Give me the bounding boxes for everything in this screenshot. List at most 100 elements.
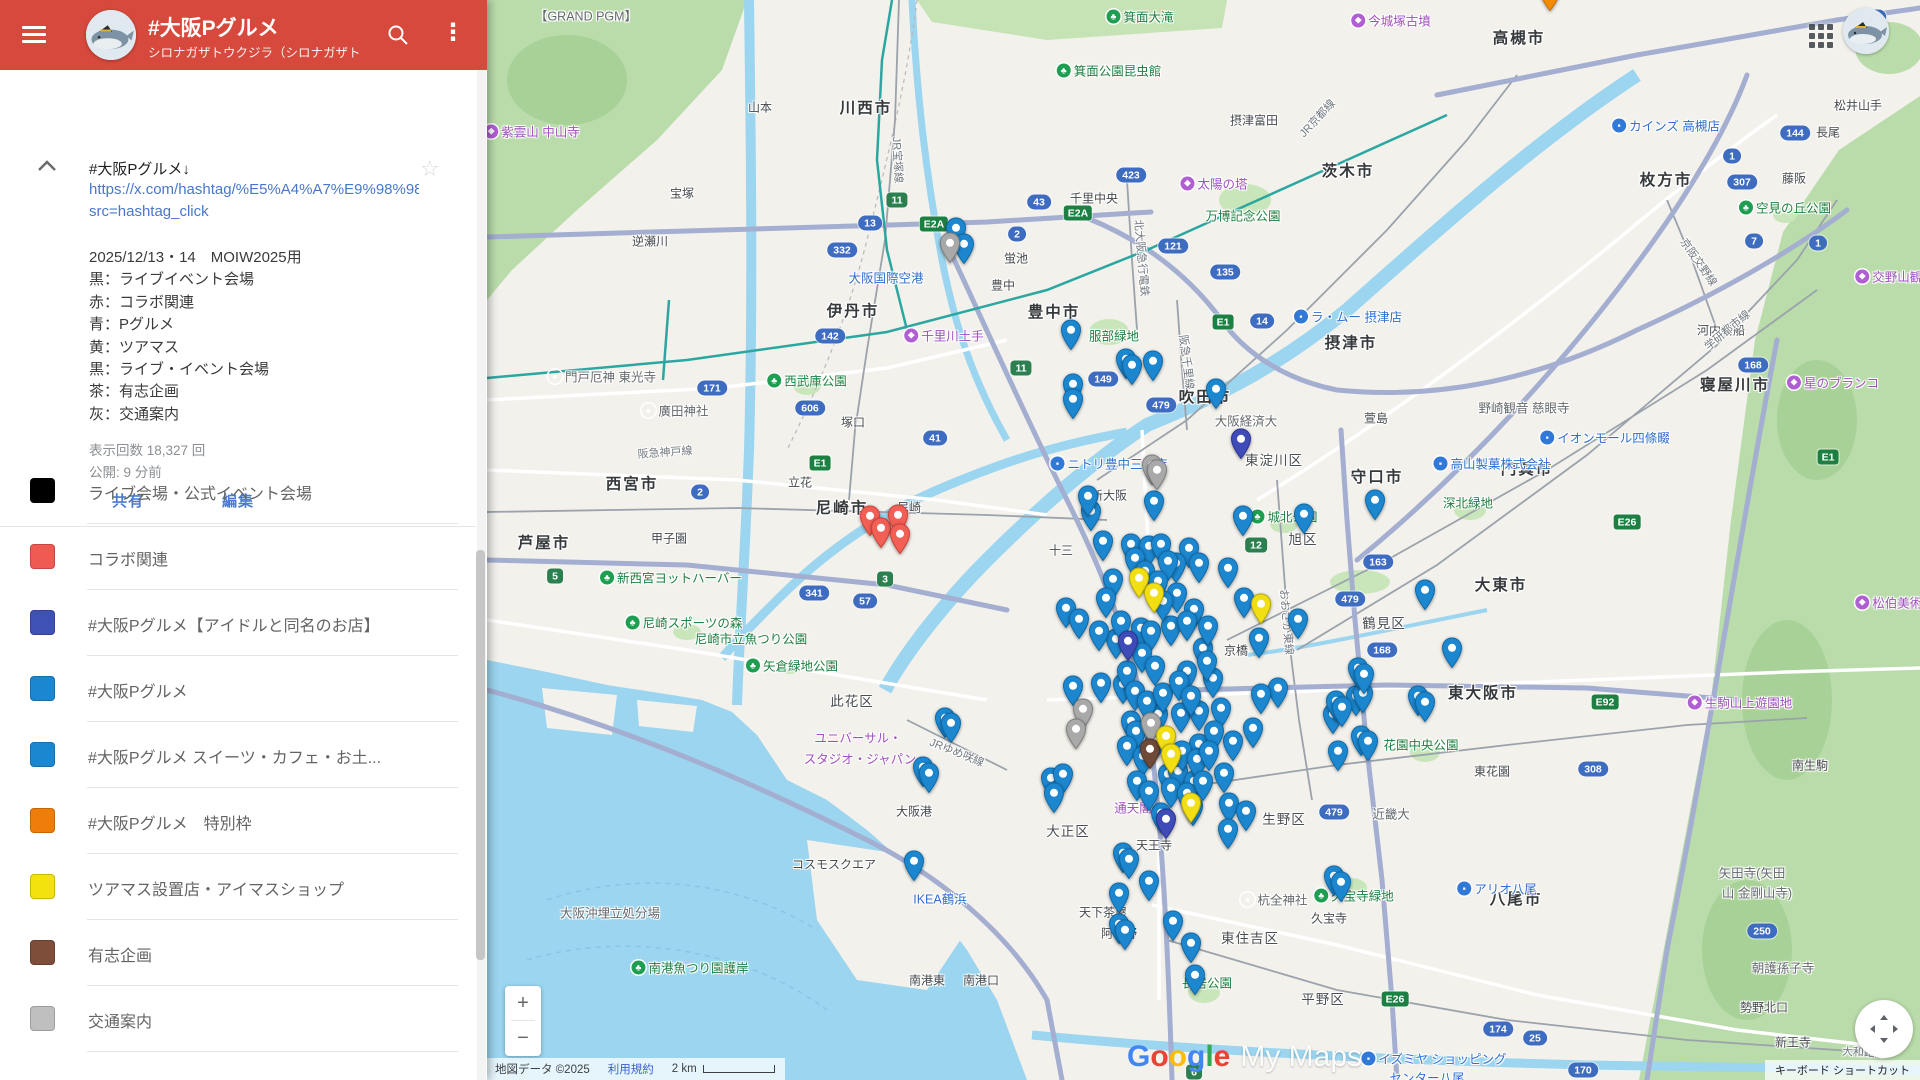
map-pin[interactable]: [1062, 388, 1084, 420]
hashtag-link-line1[interactable]: https://x.com/hashtag/%E5%A4%A7%E9%98%98: [89, 181, 419, 198]
map-pin[interactable]: [1414, 579, 1436, 611]
map-pin[interactable]: [1331, 696, 1353, 728]
map-canvas[interactable]: + − 地図データ ©2025 利用規約 2 km Google My Maps…: [487, 0, 1920, 1080]
map-pin[interactable]: [1090, 672, 1112, 704]
share-button[interactable]: 共有: [112, 493, 145, 510]
map-pin[interactable]: [889, 523, 911, 555]
map-pin[interactable]: [1114, 919, 1136, 951]
map-pin[interactable]: [1287, 608, 1309, 640]
map-pin[interactable]: [1162, 910, 1184, 942]
legend-layer-row[interactable]: 有志企画: [0, 920, 476, 986]
layer-color-swatch[interactable]: [30, 742, 55, 767]
pan-control[interactable]: [1855, 1000, 1913, 1058]
map-pin[interactable]: [1357, 730, 1379, 762]
map-pin[interactable]: [1233, 587, 1255, 619]
map-pin[interactable]: [1235, 800, 1257, 832]
sidebar-scrollbar[interactable]: [476, 70, 486, 1080]
legend-layer-row[interactable]: ツアマス設置店・アイマスショップ: [0, 854, 476, 920]
map-pin[interactable]: [1197, 615, 1219, 647]
collapse-chevron-icon[interactable]: [36, 158, 58, 174]
more-options-icon[interactable]: ⋮: [441, 19, 465, 46]
map-pin[interactable]: [1293, 503, 1315, 535]
map-pin[interactable]: [1065, 718, 1087, 750]
map-pin[interactable]: [1267, 677, 1289, 709]
map-pin[interactable]: [1108, 882, 1130, 914]
map-pin[interactable]: [1188, 552, 1210, 584]
map-pin[interactable]: [1170, 702, 1192, 734]
map-pin[interactable]: [1192, 770, 1214, 802]
layer-color-swatch[interactable]: [30, 1006, 55, 1031]
map-pin[interactable]: [1414, 691, 1436, 723]
map-pin[interactable]: [1121, 354, 1143, 386]
map-pin[interactable]: [1144, 655, 1166, 687]
map-pin[interactable]: [1205, 378, 1227, 410]
map-pin[interactable]: [918, 762, 940, 794]
legend-layer-row[interactable]: #大阪Pグルメ 特別枠: [0, 788, 476, 854]
search-icon[interactable]: [386, 23, 410, 47]
profile-avatar[interactable]: [1843, 8, 1889, 54]
map-pin[interactable]: [1043, 782, 1065, 814]
map-pin[interactable]: [1180, 932, 1202, 964]
map-pin[interactable]: [1230, 428, 1252, 460]
map-pin[interactable]: [1222, 730, 1244, 762]
layer-color-swatch[interactable]: [30, 610, 55, 635]
legend-layer-row[interactable]: ライブ会場・公式イベント会場: [0, 458, 476, 524]
map-pin[interactable]: [1364, 489, 1386, 521]
legend-layer-row[interactable]: #大阪Pグルメ: [0, 656, 476, 722]
map-pin[interactable]: [1118, 848, 1140, 880]
map-pin[interactable]: [1146, 459, 1168, 491]
menu-icon[interactable]: [22, 26, 46, 44]
terms-link[interactable]: 利用規約: [607, 1064, 654, 1076]
map-pin[interactable]: [1062, 675, 1084, 707]
map-pin[interactable]: [1242, 717, 1264, 749]
map-pin[interactable]: [1180, 685, 1202, 717]
legend-layer-row[interactable]: 交通案内: [0, 986, 476, 1052]
map-pin[interactable]: [1217, 818, 1239, 850]
map-pin[interactable]: [1068, 608, 1090, 640]
map-pin[interactable]: [1155, 808, 1177, 840]
map-pin[interactable]: [1248, 627, 1270, 659]
apps-grid-icon[interactable]: [1809, 24, 1835, 50]
layer-color-swatch[interactable]: [30, 808, 55, 833]
legend-layer-row[interactable]: コラボ関連: [0, 524, 476, 590]
map-pin[interactable]: [1184, 964, 1206, 996]
layer-color-swatch[interactable]: [30, 676, 55, 701]
map-pin[interactable]: [1213, 762, 1235, 794]
map-pin[interactable]: [1250, 683, 1272, 715]
map-pin[interactable]: [1198, 740, 1220, 772]
map-pin[interactable]: [870, 517, 892, 549]
map-pin[interactable]: [1160, 743, 1182, 775]
map-owner-avatar[interactable]: [86, 10, 136, 60]
layer-color-swatch[interactable]: [30, 478, 55, 503]
legend-layer-row[interactable]: #大阪Pグルメ【アイドルと同名のお店】: [0, 590, 476, 656]
scrollbar-thumb[interactable]: [476, 550, 485, 960]
map-pin[interactable]: [1330, 871, 1352, 903]
map-pin[interactable]: [939, 232, 961, 264]
map-pin[interactable]: [1441, 637, 1463, 669]
layer-color-swatch[interactable]: [30, 874, 55, 899]
layer-color-swatch[interactable]: [30, 940, 55, 965]
map-pin[interactable]: [1180, 792, 1202, 824]
map-pin[interactable]: [1088, 620, 1110, 652]
map-pin[interactable]: [1327, 740, 1349, 772]
map-pin[interactable]: [1092, 530, 1114, 562]
zoom-out-button[interactable]: −: [517, 1027, 529, 1049]
favorite-star-icon[interactable]: ☆: [420, 156, 440, 181]
map-pin[interactable]: [903, 850, 925, 882]
map-pin[interactable]: [1232, 505, 1254, 537]
map-pin[interactable]: [1128, 567, 1150, 599]
map-pin[interactable]: [1196, 650, 1218, 682]
map-pin[interactable]: [1138, 870, 1160, 902]
hashtag-link-line2[interactable]: src=hashtag_click: [89, 203, 209, 220]
map-pin[interactable]: [1117, 630, 1139, 662]
zoom-in-button[interactable]: +: [517, 992, 529, 1014]
map-pin[interactable]: [1176, 610, 1198, 642]
legend-layer-row[interactable]: #大阪Pグルメ スイーツ・カフェ・お土...: [0, 722, 476, 788]
map-pin[interactable]: [1060, 319, 1082, 351]
map-pin[interactable]: [1250, 593, 1272, 625]
map-pin[interactable]: [1353, 663, 1375, 695]
map-pin[interactable]: [1077, 485, 1099, 517]
layer-color-swatch[interactable]: [30, 544, 55, 569]
map-pin[interactable]: [1138, 780, 1160, 812]
map-pin[interactable]: [1539, 0, 1561, 12]
